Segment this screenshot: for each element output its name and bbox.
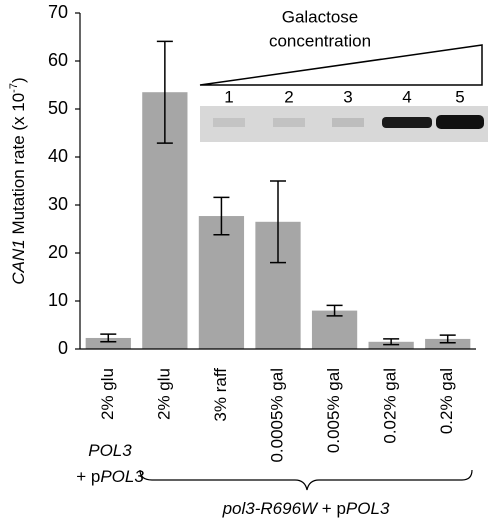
error-bar: [326, 304, 343, 317]
error-bar: [439, 334, 456, 344]
y-tick-label: 30: [48, 194, 68, 214]
lane-label: 5: [455, 87, 464, 106]
y-axis-label: CAN1 Mutation rate (x 10-7): [8, 77, 29, 284]
group-label-part: + p: [317, 499, 346, 518]
inset-title: concentration: [269, 31, 371, 50]
lane-label: 4: [402, 87, 411, 106]
y-label-close: ): [9, 77, 28, 83]
y-tick-label: 20: [48, 242, 68, 262]
lane-label: 1: [224, 87, 233, 106]
group-label: pol3-R696W + pPOL3: [222, 499, 390, 518]
y-tick-label: 50: [48, 98, 68, 118]
y-label-gene: CAN1: [9, 239, 28, 284]
group-label-part: + p: [76, 467, 100, 486]
y-tick-label: 60: [48, 50, 68, 70]
group-label-part: POL3: [100, 467, 144, 486]
error-bar: [156, 40, 173, 144]
x-tick-label: 0.005% gal: [324, 368, 343, 453]
bar: [425, 338, 471, 349]
error-bar: [270, 180, 286, 264]
error-bar: [100, 333, 117, 343]
x-tick-label: 2% glu: [154, 368, 173, 420]
bar: [85, 337, 131, 349]
bar: [311, 310, 358, 349]
group-bracket: [139, 469, 473, 491]
y-tick-label: 40: [48, 146, 68, 166]
group-label-part: pol3-R696W: [222, 499, 319, 518]
group-label: + pPOL3: [76, 467, 144, 486]
y-tick-label: 70: [48, 2, 68, 22]
group-label: POL3: [88, 441, 132, 460]
blot-band: [382, 117, 432, 128]
error-bar: [213, 196, 230, 236]
group-label-part: POL3: [346, 499, 390, 518]
y-label-exponent: -7: [8, 83, 20, 93]
y-label-text: Mutation rate (x 10: [9, 93, 28, 239]
x-tick-label: 0.2% gal: [437, 368, 456, 434]
wedge: [199, 44, 483, 86]
inset-title: Galactose: [282, 7, 359, 26]
lane-label: 2: [284, 87, 293, 106]
bar: [198, 216, 245, 349]
blot-band: [213, 118, 245, 127]
y-tick-label: 10: [48, 290, 68, 310]
x-tick-label: 0.02% gal: [381, 368, 400, 444]
x-tick-label: 2% glu: [98, 368, 117, 420]
group-label-part: POL3: [88, 441, 132, 460]
lane-label: 3: [343, 87, 352, 106]
error-bar: [383, 338, 400, 346]
blot-band: [332, 118, 364, 127]
x-tick-label: 0.0005% gal: [267, 368, 286, 463]
y-tick-label: 0: [58, 338, 68, 358]
x-tick-label: 3% raff: [211, 368, 230, 422]
blot-band: [436, 115, 484, 129]
blot-band: [273, 118, 305, 127]
